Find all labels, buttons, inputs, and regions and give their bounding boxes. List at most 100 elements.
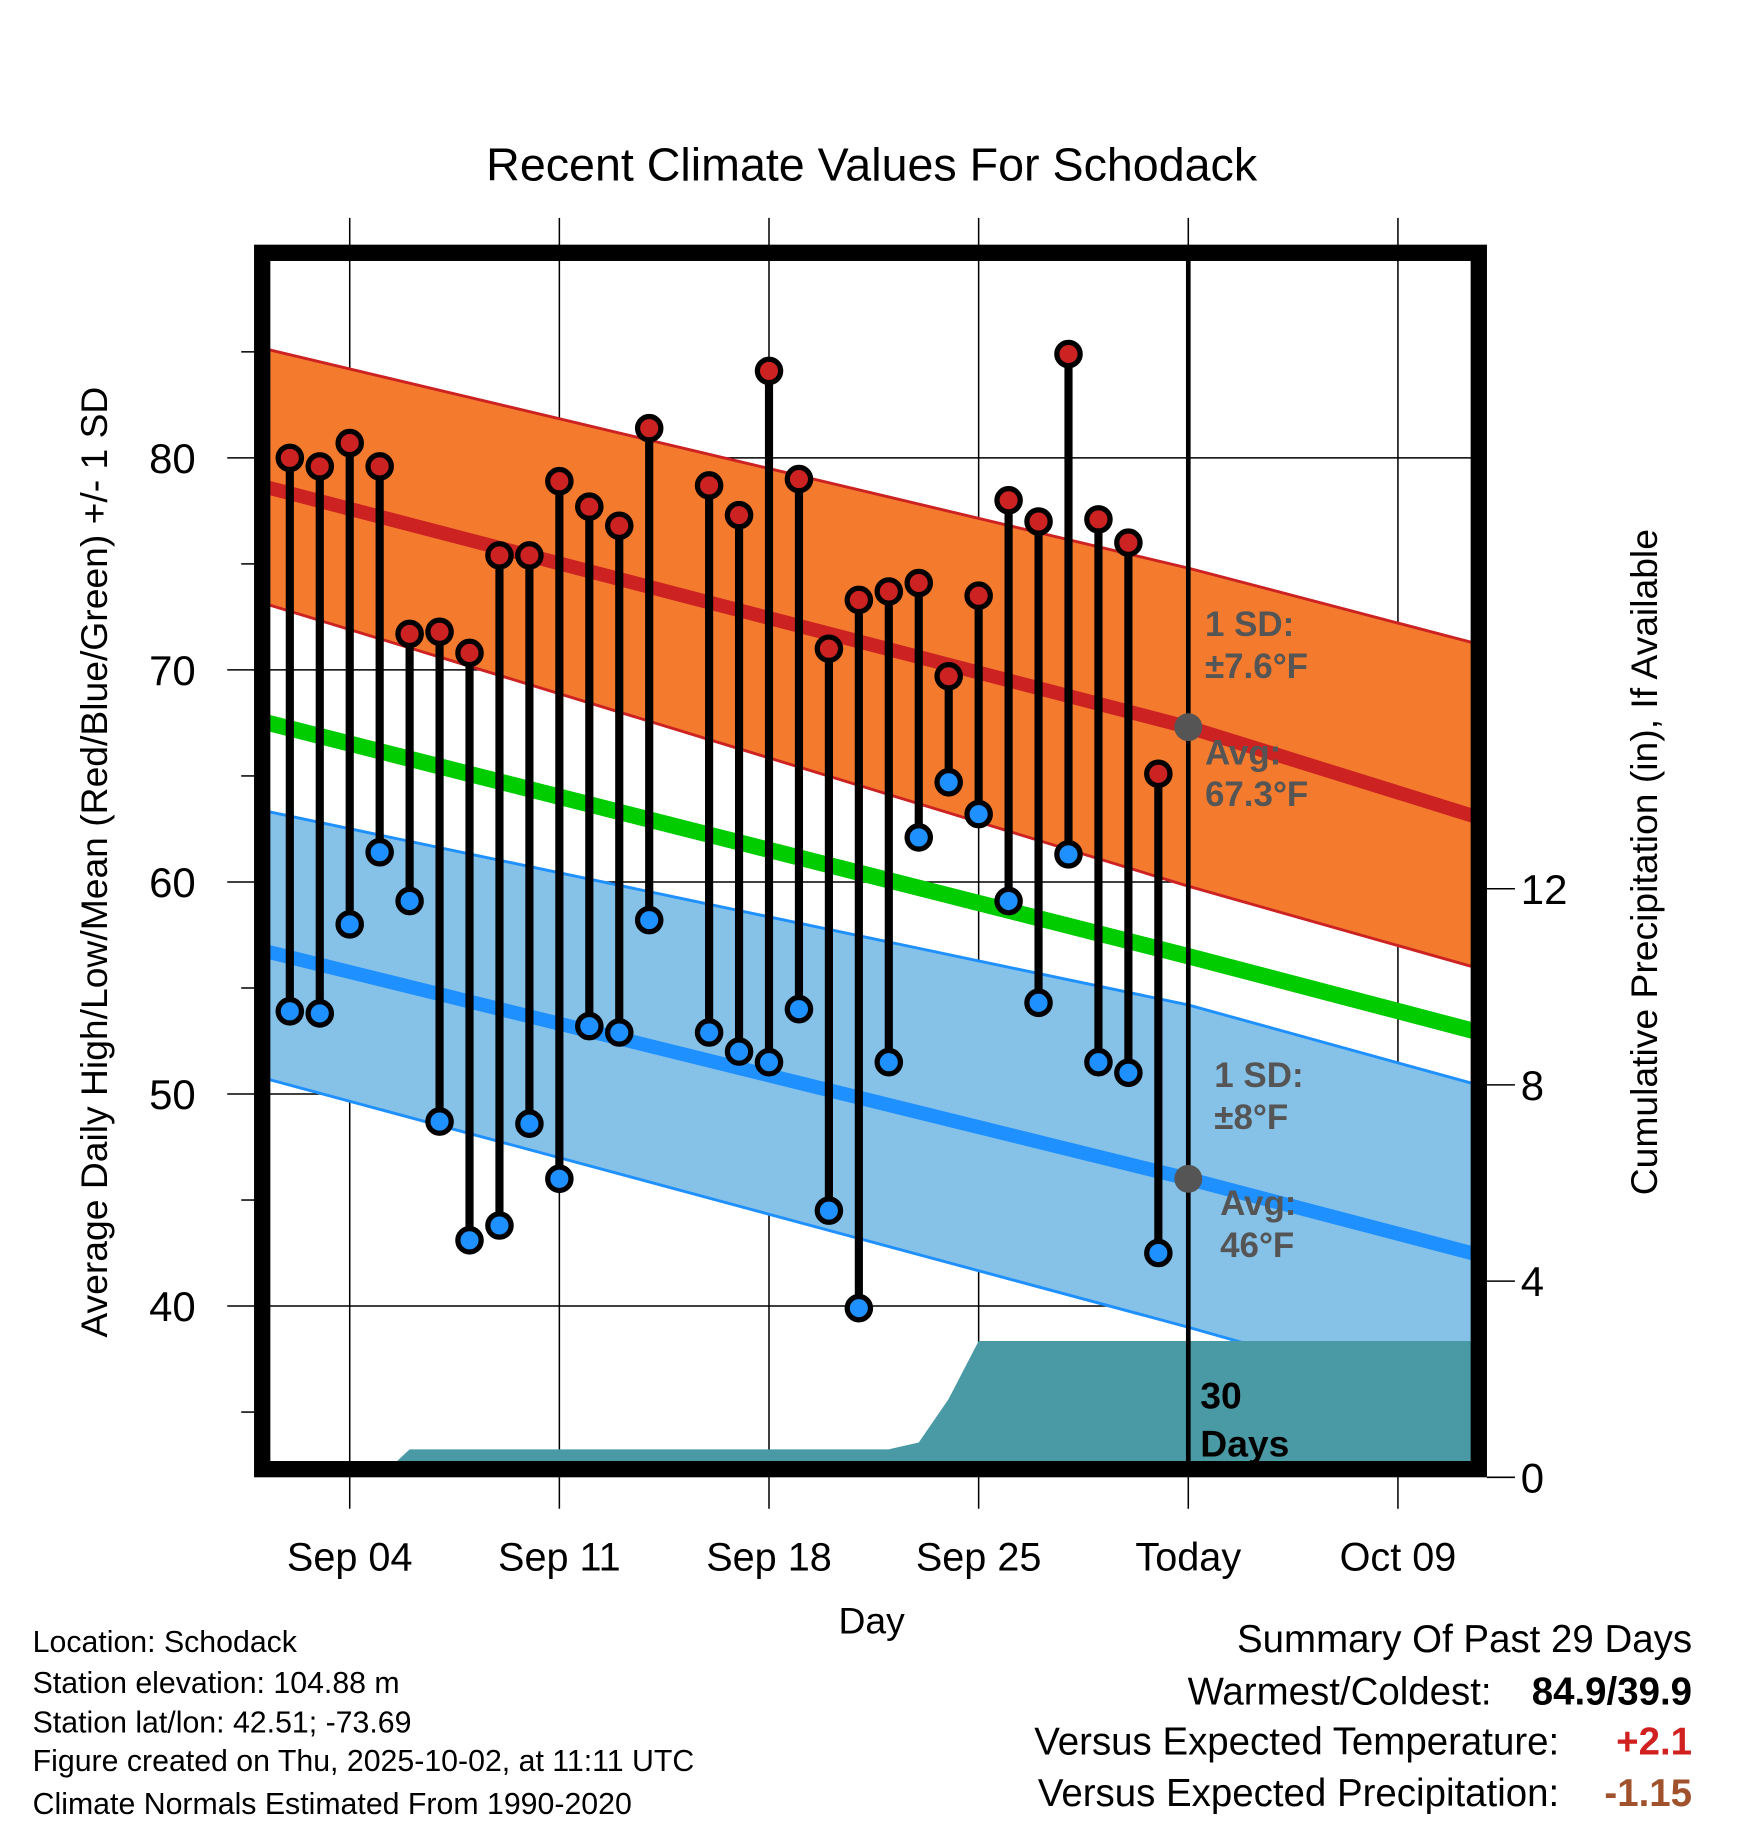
annotation-high-sd-l1: 1 SD: — [1205, 605, 1294, 644]
annotation-high-avg-l2: 67.3°F — [1205, 775, 1308, 814]
high-point — [515, 541, 544, 570]
high-point — [545, 466, 574, 496]
high-point — [934, 662, 963, 691]
summary-temp-value: +2.1 — [1616, 1721, 1692, 1764]
high-point — [335, 428, 364, 458]
high-point — [575, 492, 604, 521]
high-point — [395, 619, 424, 649]
high-point — [874, 577, 904, 606]
high-point — [694, 471, 724, 500]
y2-tick-label: 4 — [1521, 1258, 1544, 1305]
annotation-low-sd-l2: ±8°F — [1214, 1098, 1288, 1137]
today-avg-high-marker — [1174, 713, 1203, 742]
annotation-high-avg-l1: Avg: — [1205, 733, 1281, 772]
high-point — [904, 568, 934, 598]
low-point — [694, 1018, 724, 1047]
high-point — [1114, 528, 1143, 557]
summary-title: Summary Of Past 29 Days — [1237, 1618, 1692, 1661]
y-tick-label: 40 — [149, 1283, 196, 1330]
low-point — [904, 823, 934, 852]
precip-area — [389, 1340, 1478, 1468]
info-location: Location: Schodack — [33, 1626, 298, 1659]
info-elevation: Station elevation: 104.88 m — [33, 1667, 400, 1700]
high-point — [754, 356, 784, 386]
low-point — [754, 1047, 784, 1077]
high-point — [485, 541, 514, 570]
low-point — [724, 1037, 754, 1066]
summary-temp-label: Versus Expected Temperature: — [1034, 1721, 1559, 1764]
summary-warm-cold-label: Warmest/Coldest: — [1188, 1671, 1492, 1714]
annotation-low-avg-l1: Avg: — [1220, 1184, 1296, 1223]
high-sd-band — [269, 349, 1478, 969]
low-point — [365, 838, 394, 867]
high-point — [365, 452, 394, 481]
low-point — [634, 905, 664, 935]
low-point — [515, 1109, 544, 1138]
low-point — [604, 1018, 634, 1047]
x-tick-label: Sep 25 — [916, 1536, 1042, 1580]
high-point — [634, 413, 664, 443]
low-point — [934, 768, 963, 797]
info-normals: Climate Normals Estimated From 1990-2020 — [33, 1788, 632, 1821]
x-tick-label: Sep 18 — [706, 1536, 832, 1580]
low-point — [1024, 988, 1053, 1018]
plot-area — [269, 348, 1478, 1468]
high-point — [455, 638, 484, 668]
low-point — [844, 1293, 874, 1323]
window-label-number: 30 — [1200, 1375, 1241, 1417]
high-point — [305, 452, 335, 481]
annotation-low-sd-l1: 1 SD: — [1214, 1056, 1303, 1095]
summary-precip-value: -1.15 — [1604, 1772, 1692, 1815]
low-point — [964, 799, 993, 829]
low-point — [425, 1107, 454, 1136]
high-point — [1144, 759, 1173, 789]
high-point — [425, 617, 454, 647]
low-sd-band — [269, 811, 1478, 1410]
y2-tick-label: 8 — [1521, 1062, 1544, 1109]
low-point — [575, 1011, 604, 1041]
y2-tick-label: 12 — [1521, 866, 1568, 913]
low-point — [545, 1164, 574, 1194]
plot-frame — [254, 244, 1487, 1478]
low-point — [305, 999, 335, 1028]
window-label-days: Days — [1200, 1422, 1289, 1464]
low-point — [1054, 840, 1083, 869]
low-point — [275, 997, 305, 1026]
y2-axis-label: Cumulative Precipitation (in), If Availa… — [1623, 529, 1665, 1195]
y-tick-label: 70 — [149, 647, 196, 694]
high-point — [1024, 507, 1053, 536]
high-point — [964, 581, 993, 610]
low-point — [335, 910, 364, 939]
low-point — [874, 1047, 904, 1077]
x-tick-label: Sep 04 — [287, 1536, 413, 1580]
high-point — [724, 500, 754, 530]
high-point — [784, 464, 814, 494]
y-tick-label: 50 — [149, 1071, 196, 1118]
x-tick-label: Oct 09 — [1340, 1536, 1457, 1580]
low-point — [455, 1226, 484, 1255]
x-axis-label: Day — [839, 1599, 906, 1641]
high-point — [275, 443, 305, 473]
high-point — [604, 511, 634, 540]
high-point — [1084, 505, 1113, 534]
info-created: Figure created on Thu, 2025-10-02, at 11… — [33, 1745, 695, 1778]
chart-title: Recent Climate Values For Schodack — [486, 139, 1258, 191]
axes: Sep 04 Sep 11 Sep 18 Sep 25 Today Oct 0940506… — [149, 351, 1568, 1580]
low-point — [395, 886, 424, 916]
annotation-high-sd-l2: ±7.6°F — [1205, 647, 1308, 686]
low-point — [1144, 1238, 1173, 1268]
low-point — [1084, 1047, 1113, 1077]
x-tick-label: Today — [1135, 1536, 1241, 1580]
high-point — [994, 486, 1023, 515]
low-point — [994, 886, 1023, 916]
today-avg-low-marker — [1174, 1164, 1203, 1193]
y-axis-label: Average Daily High/Low/Mean (Red/Blue/Gr… — [73, 387, 115, 1338]
low-point — [1114, 1058, 1143, 1088]
low-point — [784, 994, 814, 1024]
annotation-low-avg-l2: 46°F — [1220, 1226, 1294, 1265]
low-point — [814, 1196, 844, 1225]
y2-tick-label: 0 — [1521, 1454, 1544, 1501]
summary-precip-label: Versus Expected Precipitation: — [1038, 1772, 1559, 1815]
